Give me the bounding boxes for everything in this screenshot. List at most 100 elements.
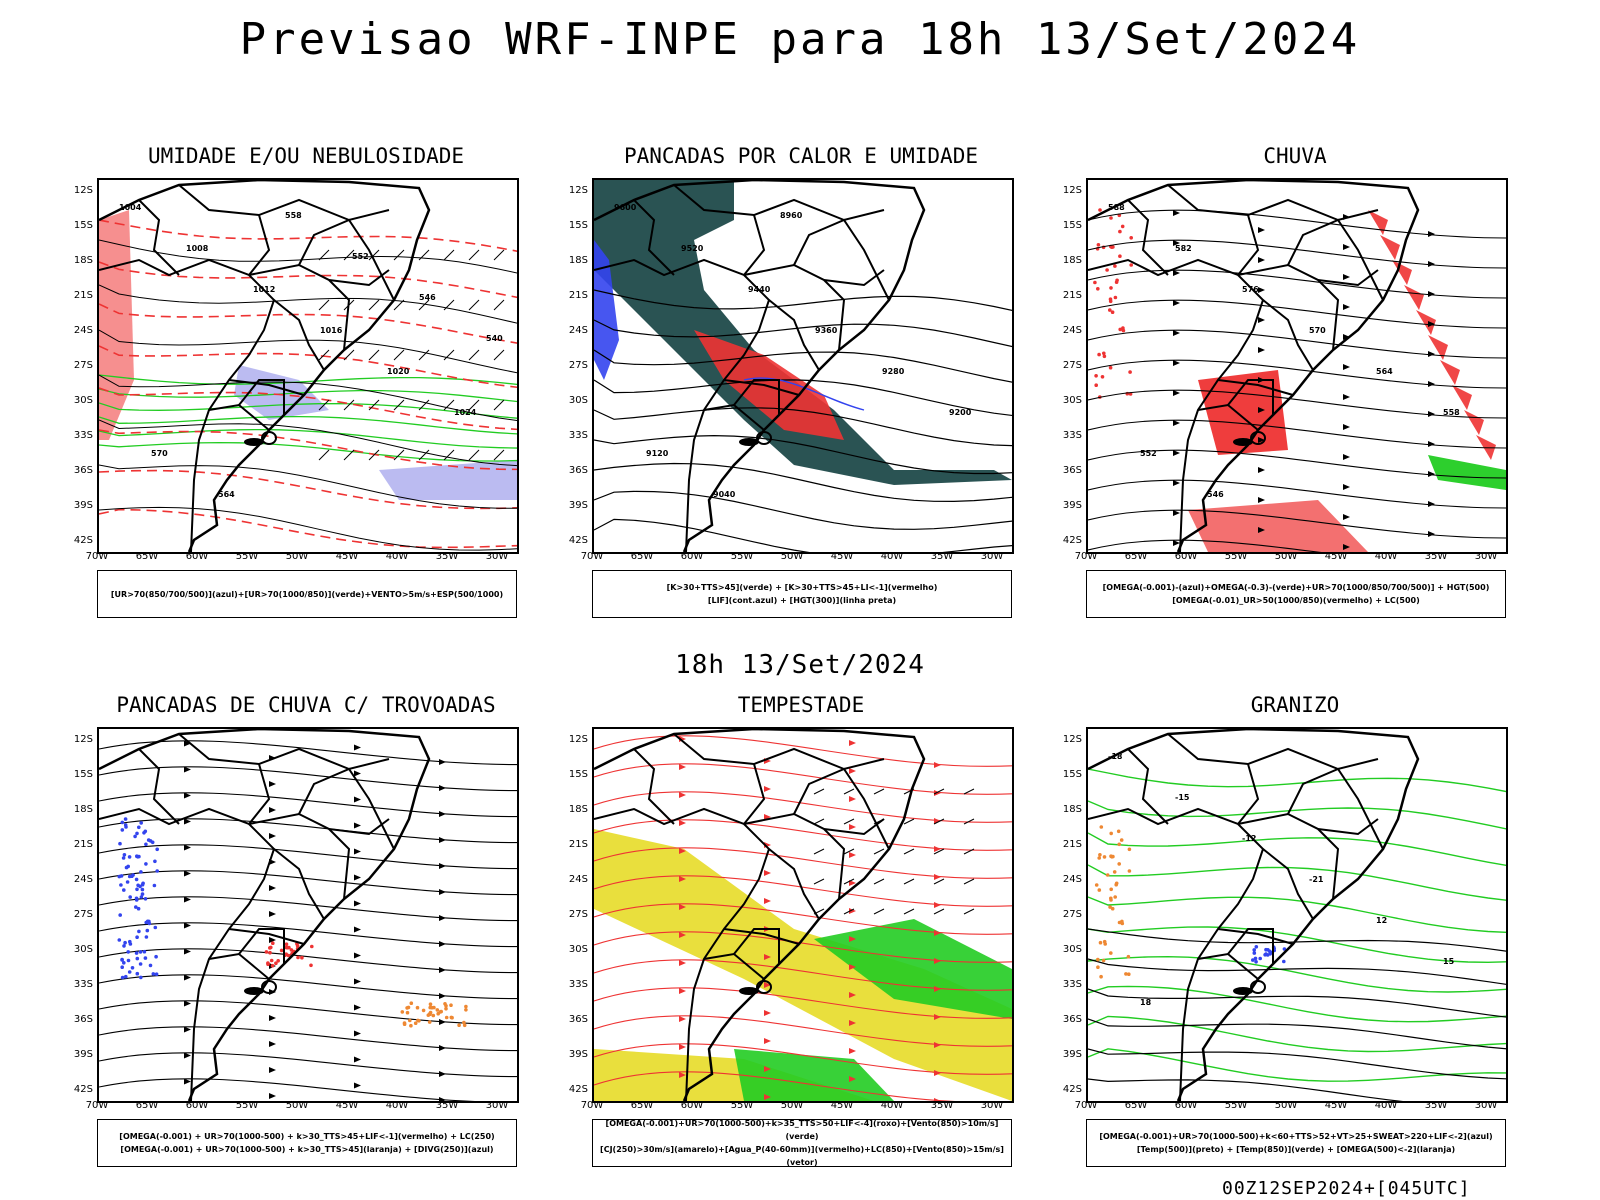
streamline-arrow <box>184 1026 191 1033</box>
streamline-arrow <box>1343 244 1350 250</box>
divergence-speck <box>137 929 141 934</box>
border-line <box>248 214 271 276</box>
omega-speck <box>1102 855 1107 859</box>
border-line <box>1317 269 1379 287</box>
thunderstorm-speck <box>462 1023 467 1028</box>
streamline <box>1088 299 1506 329</box>
divergence-speck <box>153 859 157 864</box>
streamline-arrow <box>439 1071 446 1077</box>
border-line <box>328 269 390 287</box>
lat-tick-label: 27S <box>73 909 93 920</box>
wind-vector <box>393 399 405 411</box>
streamline-arrow <box>1173 330 1180 336</box>
panel-title: CHUVA <box>1263 144 1327 168</box>
streamline <box>99 870 517 896</box>
streamline <box>1088 389 1506 419</box>
streamline-arrow <box>184 818 191 825</box>
lagoon <box>739 438 759 446</box>
rain-speck <box>1113 264 1117 268</box>
divergence-speck <box>122 853 127 857</box>
border-line <box>673 184 885 222</box>
wind-vector <box>493 349 505 361</box>
rain-area <box>1392 260 1412 285</box>
lat-tick-label: 33S <box>568 430 588 441</box>
contour-line <box>594 462 1012 503</box>
omega-speck <box>1096 965 1100 969</box>
streamline-arrow <box>849 880 856 886</box>
lat-tick-label: 33S <box>73 979 93 990</box>
longitude-axis: 70W 65W 60W 55W 50W 45W 40W 35W 30W <box>581 551 1010 565</box>
streamline-arrow <box>849 1020 856 1026</box>
wind-vector <box>368 449 380 461</box>
wind-vector <box>813 848 825 855</box>
contour-line <box>594 490 1012 530</box>
divergence-speck <box>120 975 125 980</box>
lon-tick-label: 70W <box>1074 1100 1098 1111</box>
wind-vector <box>343 249 355 261</box>
streamline-arrow <box>679 960 686 966</box>
wind-vector <box>393 349 405 361</box>
streamline <box>594 791 1012 823</box>
lat-tick-label: 27S <box>73 360 93 371</box>
border-line <box>138 199 180 276</box>
streamline-arrow <box>354 900 361 907</box>
lat-tick-label: 30S <box>568 944 588 955</box>
map-canvas <box>99 729 517 1101</box>
lat-tick-label: 21S <box>568 290 588 301</box>
lagoon <box>244 438 264 446</box>
streamline-arrow <box>1258 317 1265 323</box>
thunderstorm-speck <box>444 1015 449 1020</box>
streamline-arrow <box>1428 381 1435 387</box>
omega-speck <box>1109 887 1113 892</box>
divergence-speck <box>121 856 126 860</box>
divergence-speck <box>120 828 125 832</box>
border-line <box>1088 258 1265 552</box>
omega-speck <box>1112 870 1117 874</box>
contour-line <box>99 239 517 274</box>
thunderstorm-speck <box>402 1022 407 1026</box>
divergence-speck <box>133 834 137 839</box>
longitude-axis: 70W 65W 60W 55W 50W 45W 40W 35W 30W <box>581 1100 1010 1114</box>
omega-speck <box>1110 855 1114 859</box>
border-line <box>723 928 800 945</box>
divergence-speck <box>126 958 131 963</box>
streamline-arrow <box>849 908 856 914</box>
thunderstorm-speck <box>309 963 313 968</box>
wind-vector <box>443 299 455 311</box>
wind-vector <box>963 788 975 795</box>
panel-title: GRANIZO <box>1250 693 1340 717</box>
divergence-speck <box>140 892 145 896</box>
lon-tick-label: 45W <box>335 551 359 562</box>
lat-tick-label: 36S <box>568 1014 588 1025</box>
lagoon <box>756 431 772 445</box>
lon-tick-label: 50W <box>780 1100 804 1111</box>
wind-vector <box>318 399 330 411</box>
streamline-arrow <box>934 902 941 908</box>
rain-speck <box>1094 383 1098 387</box>
wind-vector <box>468 349 480 361</box>
streamline-arrow <box>1173 210 1180 216</box>
border-line <box>1317 818 1379 836</box>
wind-vector <box>933 848 945 855</box>
thunderstorm-speck <box>269 958 274 963</box>
divergence-speck <box>134 896 139 901</box>
lat-tick-label: 42S <box>73 535 93 546</box>
lon-tick-label: 65W <box>1124 551 1148 562</box>
latitude-axis: 12S 15S 18S 21S 24S 27S 30S 33S 36S 39S 42S <box>552 178 592 550</box>
contour-label: 558 <box>1443 408 1460 417</box>
contour-line <box>99 429 517 471</box>
streamline-arrow <box>439 863 446 869</box>
lon-tick-label: 70W <box>580 1100 604 1111</box>
border-line <box>328 818 390 836</box>
wind-vector <box>843 818 855 825</box>
streamline-arrow <box>269 937 276 943</box>
map-panel <box>97 727 519 1103</box>
lon-tick-label: 30W <box>980 551 1004 562</box>
thunderstorm-speck <box>421 1008 426 1013</box>
map-canvas <box>594 729 1012 1101</box>
contour-label: 18 <box>1140 998 1152 1007</box>
contour-label: 9520 <box>681 244 704 253</box>
streamline-arrow <box>849 824 856 830</box>
streamline-arrow <box>269 1067 276 1073</box>
divergence-speck <box>118 841 122 846</box>
